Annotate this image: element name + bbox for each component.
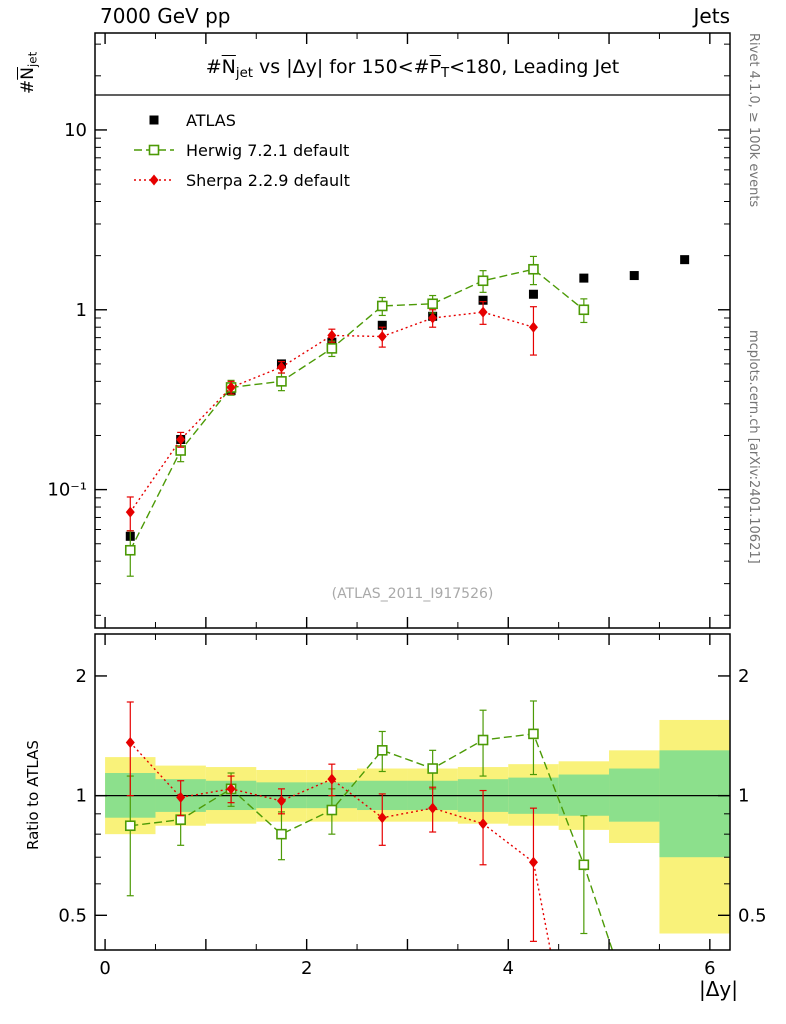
ratio-y-axis-label: Ratio to ATLAS <box>24 740 42 850</box>
svg-text:6: 6 <box>704 958 715 979</box>
main-series-1 <box>124 255 590 577</box>
mcplots-attribution: mcplots.cern.ch [arXiv:2401.10621] <box>746 330 761 564</box>
ratio-series-2 <box>125 701 552 950</box>
svg-text:0.5: 0.5 <box>58 905 87 926</box>
svg-text:0: 0 <box>99 958 110 979</box>
svg-text:2: 2 <box>76 666 87 687</box>
rivet-version-note: Rivet 4.1.0, ≥ 100k events <box>746 33 761 208</box>
legend-item-sherpa: Sherpa 2.2.9 default <box>132 165 350 195</box>
main-series-0 <box>125 255 690 541</box>
legend: ATLAS Herwig 7.2.1 default Sherpa 2.2.9 … <box>132 105 350 195</box>
svg-text:2: 2 <box>738 666 749 687</box>
atlas-marker-icon <box>149 115 159 125</box>
herwig-marker-icon <box>134 144 174 156</box>
plot-title: #Njet vs |Δy| for 150<#PT<180, Leading J… <box>205 56 620 81</box>
legend-item-herwig: Herwig 7.2.1 default <box>132 135 350 165</box>
svg-text:4: 4 <box>503 958 514 979</box>
y-axis-label: #Njet <box>18 51 40 94</box>
main-series-2 <box>125 301 538 532</box>
beam-energy-label: 7000 GeV pp <box>100 4 231 28</box>
legend-label-herwig: Herwig 7.2.1 default <box>186 140 350 160</box>
x-axis-label: |Δy| <box>699 977 738 1001</box>
svg-text:0.5: 0.5 <box>738 905 767 926</box>
legend-label-atlas: ATLAS <box>186 110 236 130</box>
sherpa-marker-icon <box>134 174 174 186</box>
axes: 0 2 4 6 10 1 10⁻¹ 2 2 1 1 0.5 0.5 <box>47 32 767 979</box>
svg-text:1: 1 <box>76 300 87 321</box>
svg-text:10⁻¹: 10⁻¹ <box>47 480 87 501</box>
ratio-series-1 <box>124 700 614 950</box>
svg-text:2: 2 <box>301 958 312 979</box>
svg-text:10: 10 <box>64 120 87 141</box>
analysis-id-watermark: (ATLAS_2011_I917526) <box>331 586 494 602</box>
legend-label-sherpa: Sherpa 2.2.9 default <box>186 170 350 190</box>
svg-text:1: 1 <box>738 786 749 807</box>
legend-item-atlas: ATLAS <box>132 105 350 135</box>
uncertainty-bands <box>105 719 730 934</box>
svg-text:1: 1 <box>76 786 87 807</box>
analysis-topic-label: Jets <box>693 4 730 28</box>
